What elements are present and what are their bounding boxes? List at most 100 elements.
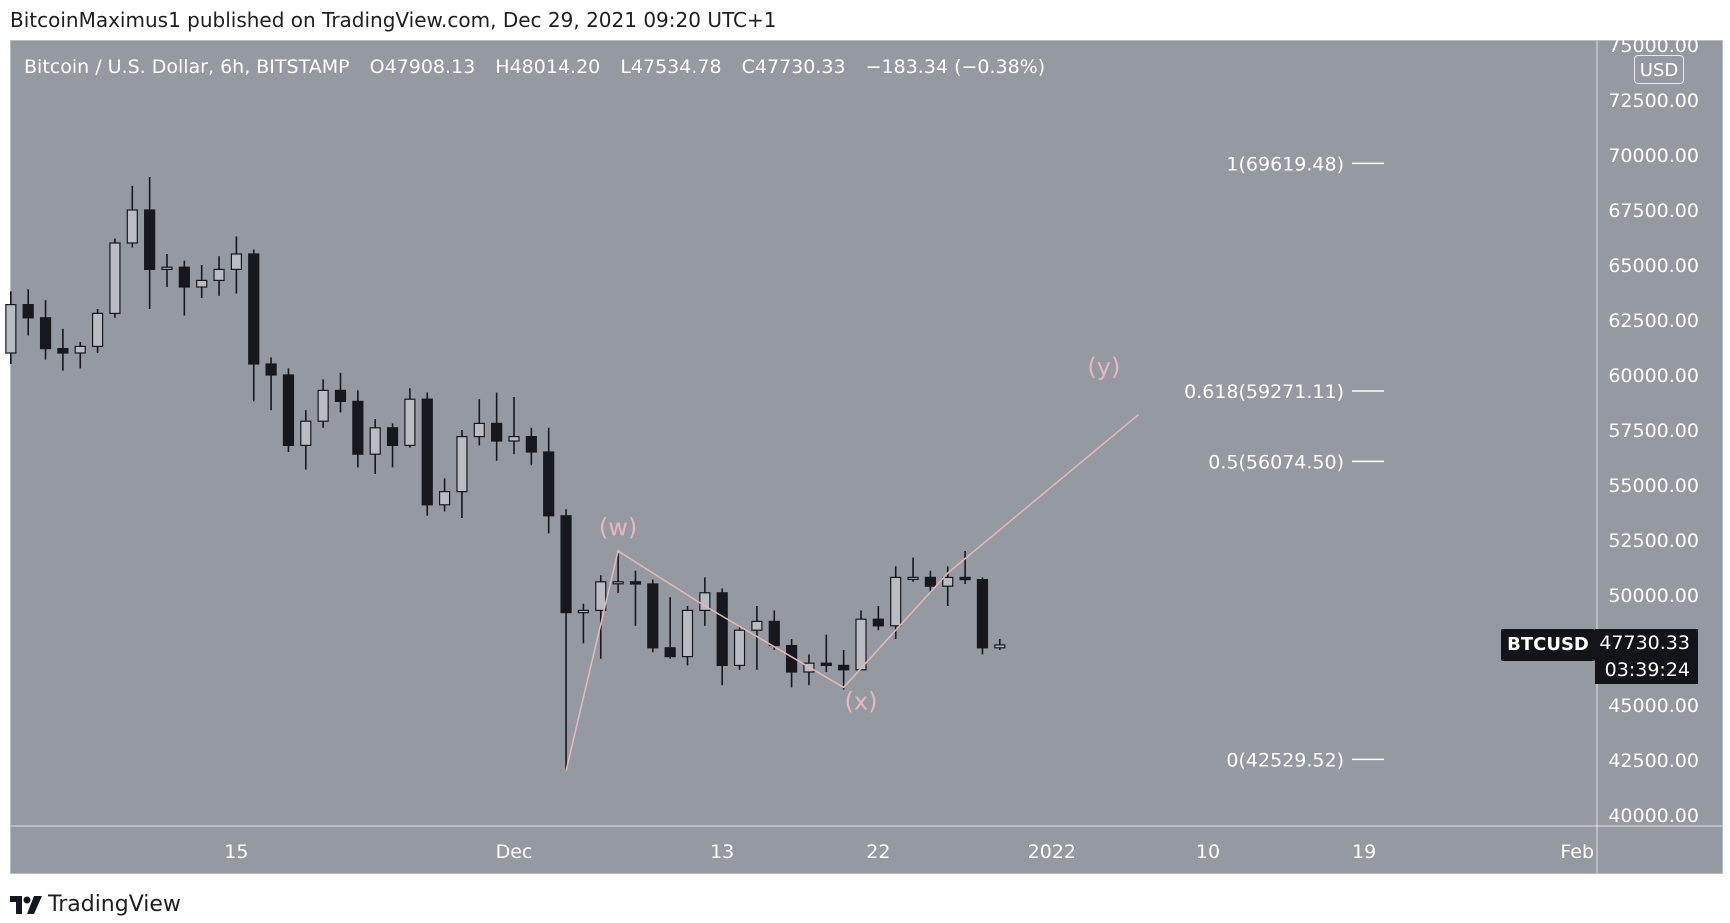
low-label: L — [620, 56, 631, 78]
last-price: 47730.33 — [1599, 632, 1690, 654]
candle-body — [161, 266, 173, 271]
candle-body — [473, 422, 485, 438]
candle-body — [491, 422, 503, 442]
elliott-wave-path[interactable]: (w) (x) (y) — [565, 353, 1140, 772]
candle-body — [508, 436, 520, 442]
candle-body — [924, 576, 937, 587]
candle-body — [109, 242, 121, 315]
open-value: 47908.13 — [384, 56, 476, 78]
symbol-title[interactable]: Bitcoin / U.S. Dollar, 6h, BITSTAMP — [24, 56, 350, 78]
candle-body — [39, 317, 52, 350]
candle-body — [629, 581, 642, 585]
candle-body — [334, 389, 347, 402]
close-value: 47730.33 — [754, 56, 846, 78]
candle-body — [265, 363, 277, 376]
candle-body — [994, 644, 1006, 649]
candle-body — [664, 647, 676, 658]
candle-body — [91, 312, 104, 347]
candle-body — [595, 581, 607, 611]
time-tick-label: 19 — [1352, 841, 1376, 863]
candle-body — [976, 578, 989, 649]
fib-level-label: 0(42529.52) — [1226, 749, 1344, 771]
candle-body — [386, 427, 399, 446]
candle-body — [230, 253, 242, 270]
price-tick-label: 67500.00 — [1608, 200, 1699, 222]
wave-polyline[interactable] — [565, 414, 1140, 772]
price-tick-label: 40000.00 — [1608, 805, 1699, 827]
candle-body — [74, 345, 86, 354]
fib-level-label: 1(69619.48) — [1226, 153, 1344, 175]
fib-level-label: 0.5(56074.50) — [1208, 451, 1344, 473]
candle-body — [369, 427, 381, 455]
time-tick-label: Feb — [1560, 841, 1594, 863]
candle-body — [647, 583, 659, 649]
candle-body — [768, 620, 780, 647]
close-label: C — [741, 56, 755, 78]
chart-separators — [11, 41, 1722, 873]
candle-body — [543, 451, 555, 517]
candle-body — [820, 662, 832, 667]
currency-badge[interactable]: USD — [1634, 55, 1684, 84]
candle-body — [456, 436, 468, 493]
wave-label: (y) — [1087, 353, 1120, 381]
brand-name: TradingView — [48, 892, 181, 917]
time-tick-label: 2022 — [1028, 841, 1076, 863]
candle-body — [57, 348, 69, 354]
candle-body — [178, 266, 190, 288]
tradingview-brand[interactable]: TradingView — [10, 892, 181, 917]
candle-body — [855, 618, 867, 671]
time-tick-label: Dec — [496, 841, 533, 863]
candle-body — [872, 618, 884, 627]
candle-body — [248, 253, 260, 365]
candle-body — [525, 436, 537, 453]
price-tick-label: 50000.00 — [1608, 585, 1699, 607]
candle-body — [213, 268, 225, 281]
price-axis[interactable]: 75000.00 72500.00 70000.00 67500.00 65000.00… — [1608, 35, 1699, 827]
candle-body — [5, 304, 17, 354]
candle-body — [196, 279, 208, 288]
candle-body — [282, 374, 295, 447]
candle-body — [612, 581, 624, 585]
high-label: H — [495, 56, 510, 78]
candle-body — [352, 400, 364, 455]
open-label: O — [369, 56, 385, 78]
candle-body — [751, 620, 763, 631]
price-tick-label: 75000.00 — [1608, 35, 1699, 57]
candle-body — [439, 491, 451, 506]
wave-label: (w) — [599, 514, 637, 542]
candle-body — [22, 304, 34, 319]
chart-pane[interactable] — [10, 40, 1723, 874]
time-tick-label: 15 — [224, 841, 248, 863]
candle-body — [577, 609, 590, 614]
candle-body — [300, 420, 312, 447]
price-tick-label: 45000.00 — [1608, 695, 1699, 717]
price-tag-symbol: BTCUSD — [1501, 629, 1595, 661]
time-tick-label: 13 — [710, 841, 734, 863]
ohlc-legend: Bitcoin / U.S. Dollar, 6h, BITSTAMP O479… — [24, 56, 1045, 78]
price-tick-label: 57500.00 — [1608, 420, 1699, 442]
candle-body — [404, 398, 416, 447]
candle-body — [907, 576, 919, 581]
fibonacci-levels[interactable]: 1(69619.48) 0.618(59271.11) 0.5(56074.50) 0… — [1184, 153, 1384, 771]
candle-body — [560, 515, 572, 614]
price-tick-label: 60000.00 — [1608, 365, 1699, 387]
candle-body — [126, 209, 138, 244]
last-price-tag: 47730.33 03:39:24 — [1595, 629, 1698, 684]
candlestick-series — [5, 177, 1006, 771]
candle-body — [890, 576, 902, 627]
price-tick-label: 55000.00 — [1608, 475, 1699, 497]
publisher-line: BitcoinMaximus1 published on TradingView… — [10, 8, 777, 32]
price-tick-label: 70000.00 — [1608, 145, 1699, 167]
high-value: 48014.20 — [509, 56, 601, 78]
tradingview-logo-icon — [10, 896, 42, 914]
price-tick-label: 42500.00 — [1608, 750, 1699, 772]
candle-body — [699, 592, 711, 611]
candle-body — [421, 398, 433, 506]
time-axis[interactable]: 15 Dec 13 22 2022 10 19 Feb — [224, 841, 1594, 863]
time-tick-label: 10 — [1196, 841, 1220, 863]
candle-body — [317, 389, 329, 422]
change-value: −183.34 (−0.38%) — [865, 56, 1046, 78]
bar-countdown: 03:39:24 — [1604, 659, 1690, 681]
low-value: 47534.78 — [630, 56, 722, 78]
